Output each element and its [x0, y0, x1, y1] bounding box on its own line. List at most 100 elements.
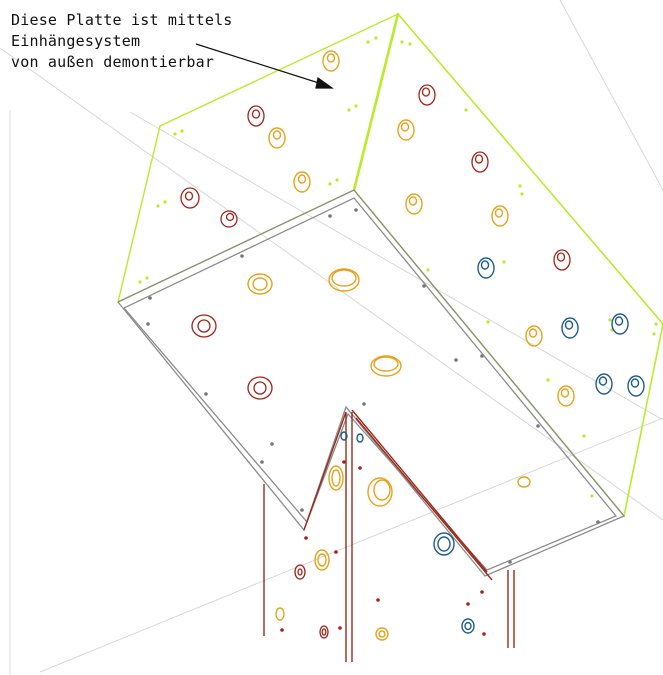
bolt: [328, 214, 332, 218]
dot: [342, 460, 346, 464]
upper-right-panel-outline: [353, 12, 663, 518]
bolt: [454, 358, 458, 362]
bolt-mark: [354, 104, 358, 108]
dot: [480, 590, 484, 594]
climbing-hold-red: [418, 84, 436, 106]
climbing-hold-orange: [328, 465, 344, 491]
dot: [280, 628, 284, 632]
bolt-mark: [426, 268, 430, 272]
leader-line: [195, 43, 323, 85]
climbing-hold-orange: [328, 268, 360, 292]
leader-arrowhead: [315, 76, 334, 89]
bolt-mark: [608, 318, 612, 322]
bolt: [362, 402, 366, 406]
lower-wall-dots: [280, 460, 486, 636]
climbing-hold-orange: [367, 477, 393, 507]
ridge-edge: [352, 13, 400, 191]
bolt-mark: [486, 320, 490, 324]
bolt-mark: [374, 36, 378, 40]
bolt-mark: [518, 184, 522, 188]
bolt: [240, 254, 244, 258]
bolt-mark: [654, 322, 658, 326]
bolt-mark: [347, 108, 351, 112]
climbing-hold-blue: [595, 373, 613, 395]
upper-right-panel: [352, 12, 663, 518]
climbing-hold-orange: [397, 119, 415, 141]
bolt: [260, 460, 264, 464]
climbing-hold-orange: [375, 627, 389, 641]
climbing-hold-red: [553, 249, 571, 271]
climbing-hold-red: [180, 187, 200, 209]
bolt-mark: [173, 132, 177, 136]
annotation-text: Diese Platte ist mittels Einhängesystem …: [11, 10, 233, 73]
climbing-hold-orange: [517, 476, 531, 488]
climbing-hold-blue: [627, 375, 645, 397]
dot: [338, 626, 342, 630]
lower-front-panel: [117, 189, 626, 577]
bolt-mark: [400, 40, 404, 44]
bolt-mark: [145, 276, 149, 280]
climbing-hold-blue: [356, 433, 364, 443]
front-panel-bolts: [146, 208, 600, 564]
climbing-hold-orange: [268, 127, 286, 149]
dot: [482, 632, 486, 636]
dot: [358, 466, 362, 470]
climbing-hold-orange: [557, 385, 575, 407]
bolt-mark: [366, 40, 370, 44]
inner-leg-right-2: [355, 417, 493, 581]
bolt-mark: [180, 129, 184, 133]
inner-leg-left: [303, 411, 347, 531]
orange-holds: [247, 50, 575, 641]
climbing-hold-orange: [525, 325, 543, 347]
bolt: [596, 520, 600, 524]
climbing-hold-orange: [491, 205, 509, 227]
panel-bolt-marks: [138, 36, 658, 498]
climbing-hold-orange: [405, 193, 423, 215]
climbing-hold-blue: [340, 431, 348, 441]
front-panel-frame-outer: [117, 189, 626, 577]
bolt-mark: [652, 332, 656, 336]
climbing-hold-orange: [370, 355, 402, 377]
blue-holds: [340, 257, 645, 634]
climbing-hold-blue: [477, 257, 495, 279]
bolt-mark: [408, 42, 412, 46]
climbing-hold-orange: [314, 549, 330, 571]
climbing-hold-red: [220, 210, 238, 228]
bolt-mark: [502, 260, 506, 264]
bolt: [300, 508, 304, 512]
climbing-hold-orange: [293, 171, 311, 193]
annotation-line-2: Einhängesystem: [11, 32, 141, 50]
climbing-hold-blue: [611, 313, 629, 335]
bolt-mark: [163, 200, 167, 204]
climbing-hold-red: [319, 625, 329, 639]
climbing-hold-red: [471, 151, 489, 173]
climbing-hold-orange: [247, 273, 273, 295]
climbing-hold-blue: [461, 618, 475, 634]
bolt: [480, 354, 484, 358]
climbing-hold-orange: [322, 50, 340, 72]
dot: [304, 536, 308, 540]
bolt: [146, 322, 150, 326]
climbing-hold-red: [247, 376, 273, 400]
climbing-hold-blue: [561, 317, 579, 339]
inner-leg-right: [351, 409, 488, 573]
bolt: [148, 296, 152, 300]
climbing-hold-red: [191, 314, 217, 338]
climbing-hold-red: [294, 564, 306, 580]
climbing-hold-red: [247, 105, 265, 127]
dot: [376, 598, 380, 602]
bolt-mark: [546, 378, 550, 382]
bolt-mark: [520, 192, 524, 196]
red-holds: [180, 84, 571, 639]
bolt-mark: [328, 182, 332, 186]
guide-line-5: [559, 0, 663, 191]
bolt-mark: [464, 108, 468, 112]
guide-line-1: [0, 47, 663, 521]
annotation-line-1: Diese Platte ist mittels: [11, 11, 233, 29]
bolt-mark: [582, 434, 586, 438]
bolt: [270, 442, 274, 446]
dot: [466, 602, 470, 606]
dot: [334, 550, 338, 554]
bolt-mark: [138, 280, 142, 284]
